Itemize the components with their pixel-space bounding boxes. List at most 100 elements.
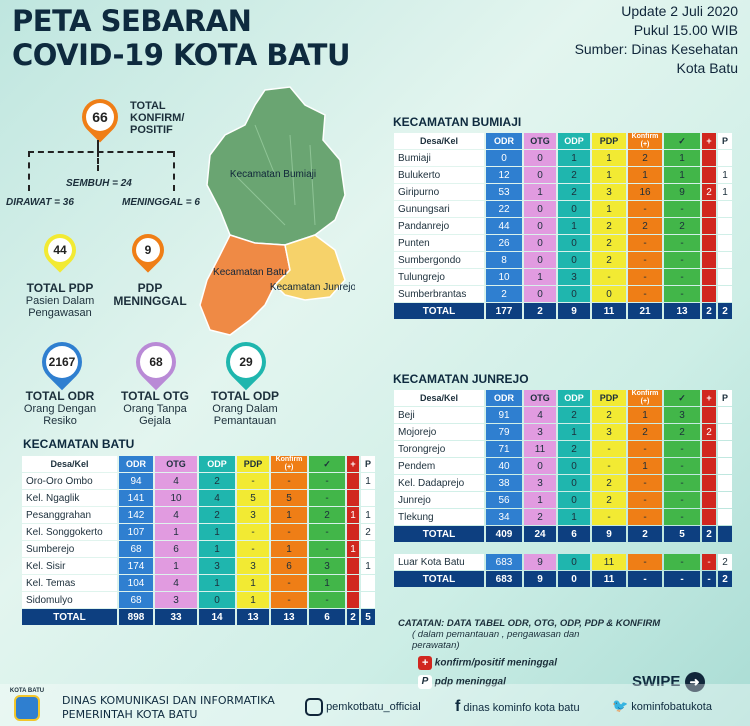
cell xyxy=(702,475,716,491)
cell: 2 xyxy=(628,218,662,234)
cell: 9 xyxy=(664,184,700,200)
otg-value: 68 xyxy=(140,346,172,378)
cell xyxy=(347,558,359,574)
cell xyxy=(702,167,716,183)
cell: 11 xyxy=(592,303,626,319)
cell: 1 xyxy=(628,407,662,423)
cell xyxy=(718,424,732,440)
cell xyxy=(702,286,716,302)
total-row: TOTAL 409 24 6 9 2 5 2 xyxy=(394,526,732,542)
cell: 2 xyxy=(558,167,590,183)
cell: 3 xyxy=(524,475,556,491)
table-row: Tulungrejo 10 1 3- - - xyxy=(394,269,732,285)
map-label-batu: Kecamatan Batu xyxy=(213,267,287,278)
cell: 13 xyxy=(664,303,700,319)
cell: 0 xyxy=(524,252,556,268)
cell: - xyxy=(592,269,626,285)
map-label-bumiaji: Kecamatan Bumiaji xyxy=(230,169,316,180)
pdpm-label-1: PDP xyxy=(137,281,163,295)
cell: - xyxy=(628,269,662,285)
cell: 1 xyxy=(524,492,556,508)
sembuh-label: SEMBUH = 24 xyxy=(66,178,132,189)
odr-label-3: Resiko xyxy=(43,415,77,427)
header-konfirm-1: Konfirm xyxy=(631,133,659,140)
cell: 5 xyxy=(271,490,307,506)
twitter-icon: 🐦 xyxy=(612,698,629,713)
cell: 9 xyxy=(558,303,590,319)
cell: - xyxy=(271,575,307,591)
cell: 2 xyxy=(199,507,235,523)
cell: 71 xyxy=(486,441,522,457)
cell: 24 xyxy=(524,526,556,542)
cell: 2 xyxy=(199,473,235,489)
cell: 4 xyxy=(155,575,197,591)
header-konfirm-2: (+) xyxy=(640,398,650,405)
cell: - xyxy=(628,252,662,268)
cell: TOTAL xyxy=(394,571,484,587)
twitter-handle: kominfobatukota xyxy=(631,701,712,713)
cell: 0 xyxy=(558,252,590,268)
cell: 177 xyxy=(486,303,522,319)
cell: - xyxy=(309,592,345,608)
dinas-line-1: DINAS KOMUNIKASI DAN INFORMATIKA xyxy=(62,694,275,707)
header-pdp: PDP xyxy=(237,456,269,472)
cell: 11 xyxy=(592,554,626,570)
odp-label-3: Pemantauan xyxy=(213,415,277,427)
cell: - xyxy=(271,524,307,540)
cell: 0 xyxy=(558,492,590,508)
cell: 1 xyxy=(199,575,235,591)
cell: 1 xyxy=(361,473,375,489)
cell: 2 xyxy=(702,184,716,200)
pdp-value: 44 xyxy=(48,238,72,262)
cell xyxy=(718,201,732,217)
cell: - xyxy=(628,554,662,570)
twitter-link[interactable]: 🐦 kominfobatukota xyxy=(612,698,712,714)
cell: 1 xyxy=(524,184,556,200)
cell: 4 xyxy=(155,507,197,523)
pdp-label: TOTAL PDP Pasien Dalam Pengawasan xyxy=(10,282,110,320)
desa-name: Oro-Oro Ombo xyxy=(22,473,117,489)
cell xyxy=(702,407,716,423)
header-konfirm: Konfirm (+) xyxy=(628,390,662,406)
cell: 56 xyxy=(486,492,522,508)
cell: 3 xyxy=(524,424,556,440)
desa-name: Kel. Ngaglik xyxy=(22,490,117,506)
cell: - xyxy=(664,492,700,508)
cell: 68 xyxy=(119,541,153,557)
facebook-link[interactable]: f dinas kominfo kota batu xyxy=(455,698,580,716)
junrejo-title: KECAMATAN JUNREJO xyxy=(393,372,529,386)
cell: 1 xyxy=(155,558,197,574)
table-row: Punten 26 0 0 2- - xyxy=(394,235,732,251)
cell: 1 xyxy=(155,524,197,540)
cell: 2 xyxy=(558,184,590,200)
cell: 0 xyxy=(524,150,556,166)
cell: 3 xyxy=(199,558,235,574)
cell xyxy=(361,592,375,608)
instagram-handle: pemkotbatu_official xyxy=(326,700,421,713)
title-line-2: COVID-19 KOTA BATU xyxy=(12,38,351,72)
header-desa: Desa/Kel xyxy=(394,133,484,149)
table-row: Sumberbrantas 2 0 0 0- - xyxy=(394,286,732,302)
pdp-label-3: Pengawasan xyxy=(28,307,92,319)
instagram-link[interactable]: pemkotbatu_official xyxy=(305,698,421,716)
cell xyxy=(361,575,375,591)
cell: 2 xyxy=(592,218,626,234)
cell: 1 xyxy=(237,575,269,591)
cell xyxy=(718,269,732,285)
map-label-junrejo: Kecamatan Junrejo xyxy=(270,282,355,293)
cell: 2 xyxy=(347,609,359,625)
cell: 1 xyxy=(199,524,235,540)
cell: 53 xyxy=(486,184,522,200)
sembuh-icon: ✓ xyxy=(664,133,700,149)
cell: - xyxy=(664,571,700,587)
cell: 3 xyxy=(558,269,590,285)
cell: 683 xyxy=(486,571,522,587)
cell: 0 xyxy=(592,286,626,302)
otg-label-2: Orang Tanpa xyxy=(123,403,187,415)
cell: 1 xyxy=(558,424,590,440)
cell: 2 xyxy=(664,424,700,440)
cell: - xyxy=(664,252,700,268)
swipe-button[interactable]: SWIPE ➜ xyxy=(632,672,705,692)
cell: 0 xyxy=(558,458,590,474)
cell: 6 xyxy=(271,558,307,574)
